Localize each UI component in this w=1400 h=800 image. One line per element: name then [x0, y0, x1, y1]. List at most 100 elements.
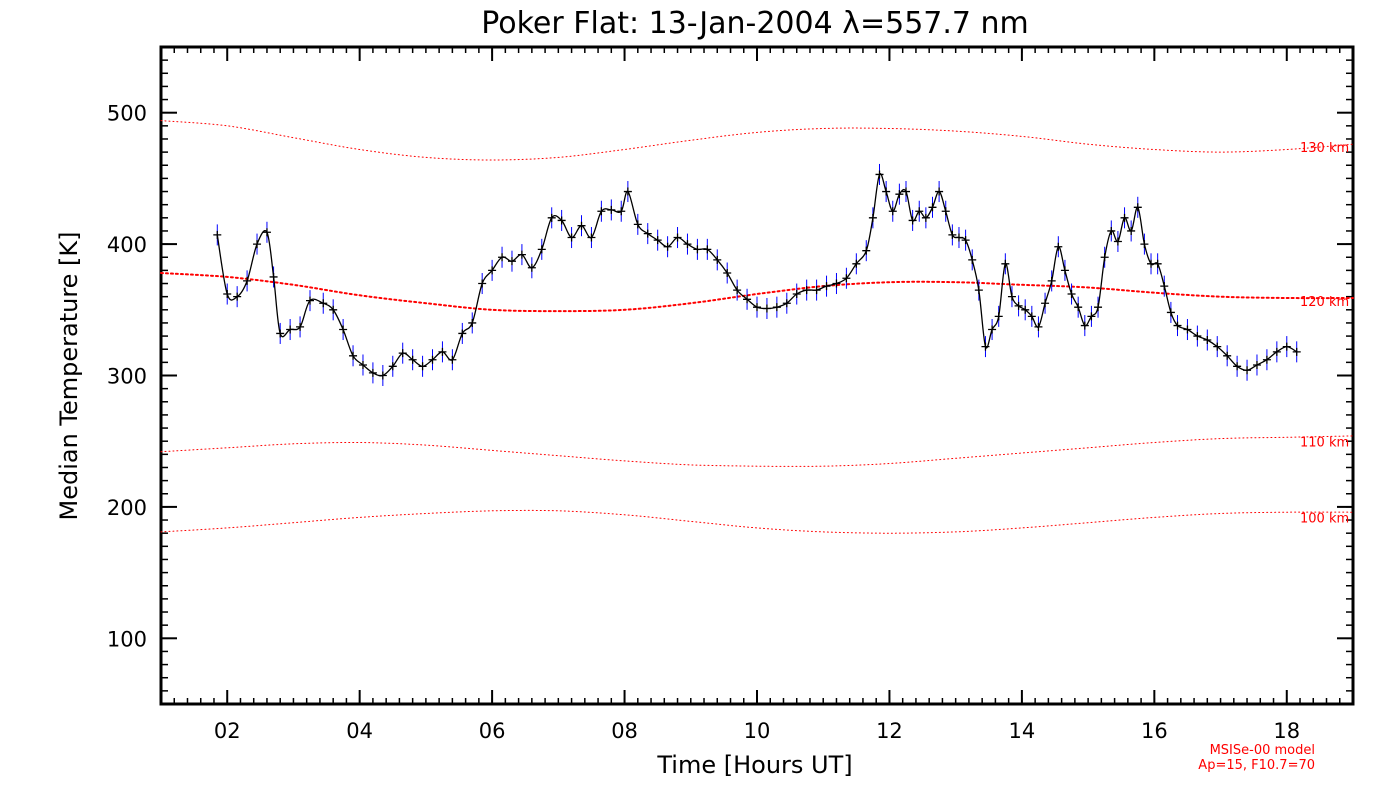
data-point — [262, 228, 271, 237]
data-point — [1021, 305, 1030, 314]
data-point — [703, 245, 712, 254]
data-point — [895, 190, 904, 199]
x-tick-label: 16 — [1141, 719, 1168, 743]
data-point — [1001, 259, 1010, 268]
data-point — [1100, 253, 1109, 262]
data-point — [1047, 276, 1056, 285]
data-point — [928, 203, 937, 212]
data-point — [253, 240, 262, 249]
model-curve-110-km — [160, 435, 1354, 467]
data-point — [1193, 332, 1202, 341]
x-tick-label: 08 — [611, 719, 638, 743]
data-point — [547, 213, 556, 222]
data-point — [683, 240, 692, 249]
data-point — [822, 282, 831, 291]
y-axis-ticks: 100 200 300 400 500 — [107, 102, 1353, 651]
chart-title: Poker Flat: 13-Jan-2004 λ=557.7 nm — [481, 6, 1029, 41]
data-point — [488, 266, 497, 275]
data-point — [988, 325, 997, 334]
data-point — [1060, 266, 1069, 275]
model-label-100-km: 100 km — [1300, 512, 1349, 527]
data-point — [862, 246, 871, 255]
x-tick-label: 02 — [214, 719, 241, 743]
data-point — [852, 259, 861, 268]
data-point — [1133, 203, 1142, 212]
data-point — [921, 213, 930, 222]
model-curve-labels: 130 km 120 km 110 km 100 km — [1300, 141, 1349, 527]
data-point — [1080, 321, 1089, 330]
model-label-120-km: 120 km — [1300, 295, 1349, 310]
data-point — [802, 286, 811, 295]
x-tick-label: 12 — [876, 719, 903, 743]
data-point — [276, 329, 285, 338]
data-point — [792, 290, 801, 299]
y-tick-label: 400 — [107, 233, 147, 257]
data-point — [438, 347, 447, 356]
y-tick-label: 100 — [107, 627, 147, 651]
data-point — [418, 362, 427, 371]
data-point — [296, 322, 305, 331]
data-point — [1160, 282, 1169, 291]
data-point — [1027, 312, 1036, 321]
data-point — [968, 255, 977, 264]
data-point — [948, 230, 957, 239]
data-point — [339, 325, 348, 334]
data-point — [1282, 342, 1291, 351]
data-point — [1094, 303, 1103, 312]
data-point — [1262, 355, 1271, 364]
x-tick-label: 04 — [346, 719, 373, 743]
data-point — [1166, 308, 1175, 317]
data-point — [1292, 347, 1301, 356]
data-point — [673, 233, 682, 242]
data-point — [527, 263, 536, 272]
data-point — [1203, 336, 1212, 345]
data-point — [915, 207, 924, 216]
data-point — [1120, 213, 1129, 222]
data-point — [1252, 360, 1261, 369]
data-point — [1034, 322, 1043, 331]
data-point — [902, 187, 910, 196]
data-point — [782, 299, 791, 308]
data-point — [812, 286, 821, 295]
y-tick-label: 300 — [107, 365, 147, 389]
model-curve-120-km — [160, 272, 1354, 313]
data-point — [286, 325, 295, 334]
data-point — [1233, 362, 1242, 371]
data-point — [842, 274, 851, 283]
data-point — [223, 290, 232, 299]
data-point — [875, 170, 884, 179]
model-curves — [160, 120, 1354, 534]
data-point — [1127, 226, 1136, 235]
data-point — [954, 233, 963, 242]
data-point — [507, 257, 516, 266]
data-point — [935, 187, 944, 196]
data-point — [408, 355, 417, 364]
data-point — [577, 221, 586, 230]
data-point — [537, 245, 546, 254]
data-point — [663, 242, 672, 251]
data-point — [1183, 325, 1192, 334]
data-point — [733, 286, 742, 295]
data-point — [772, 303, 781, 312]
data-point — [329, 305, 338, 314]
data-point — [378, 371, 387, 380]
data-point — [1243, 366, 1252, 375]
data-point — [233, 292, 242, 301]
measured-series — [213, 170, 1301, 380]
data-point — [693, 245, 702, 254]
model-curve-130-km — [160, 120, 1354, 161]
data-point — [597, 207, 606, 216]
x-axis-label: Time [Hours UT] — [656, 751, 852, 779]
data-point — [832, 279, 841, 288]
data-point — [888, 207, 897, 216]
data-point — [743, 295, 752, 304]
data-point — [623, 187, 632, 196]
data-point — [448, 355, 457, 364]
data-point — [1087, 312, 1096, 321]
data-point — [981, 342, 990, 351]
data-point — [319, 299, 328, 308]
data-point — [1074, 303, 1083, 312]
plot-frame — [159, 45, 1355, 706]
model-note-line-2: Ap=15, F10.7=70 — [1198, 758, 1315, 773]
data-point — [306, 296, 314, 305]
